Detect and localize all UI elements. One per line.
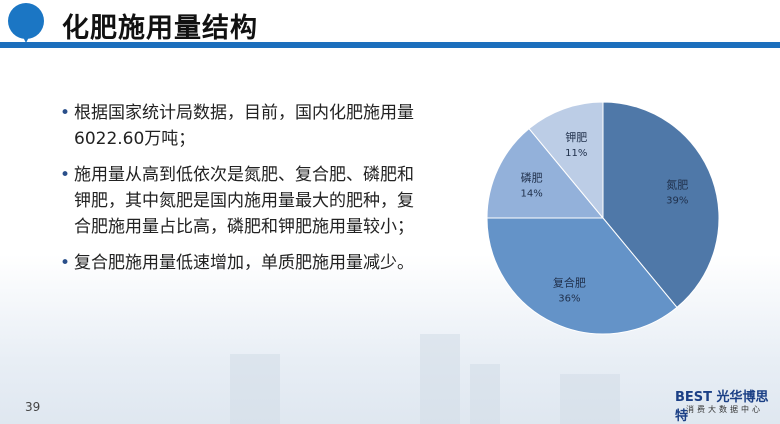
page-number: 39 [25, 400, 41, 414]
pie-slice-1 [602, 101, 720, 309]
brand-subtitle: 消费大数据中心 [686, 405, 763, 414]
bullet-item: 复合肥施用量低速增加，单质肥施用量减少。 [60, 250, 430, 276]
pie-slice-3 [486, 127, 605, 219]
brand-logo: BEST 光华博思特 [675, 390, 769, 424]
city-background [470, 364, 500, 424]
page-title: 化肥施用量结构 [62, 13, 258, 44]
pie-category-label: 磷肥 [521, 171, 543, 184]
pie-category-label: 钾肥 [565, 130, 587, 144]
pie-value-label: 39% [666, 195, 688, 206]
city-background [560, 374, 620, 424]
pie-value-label: 14% [521, 188, 543, 199]
pie-value-label: 36% [558, 293, 580, 304]
city-background [230, 354, 280, 424]
bullet-item: 施用量从高到低依次是氮肥、复合肥、磷肥和钾肥，其中氮肥是国内施用量最大的肥种，复… [60, 162, 430, 240]
bullet-list: 根据国家统计局数据，目前，国内化肥施用量6022.60万吨； 施用量从高到低依次… [60, 100, 430, 286]
pie-slice-2 [486, 217, 678, 335]
pie-category-label: 氮肥 [666, 177, 688, 191]
pie-slice-4 [528, 101, 604, 220]
pie-category-label: 复合肥 [553, 275, 586, 289]
bullet-item: 根据国家统计局数据，目前，国内化肥施用量6022.60万吨； [60, 100, 430, 152]
logo-icon [8, 3, 44, 43]
pie-value-label: 11% [565, 148, 587, 159]
city-background [420, 334, 460, 424]
title-divider [0, 42, 780, 48]
